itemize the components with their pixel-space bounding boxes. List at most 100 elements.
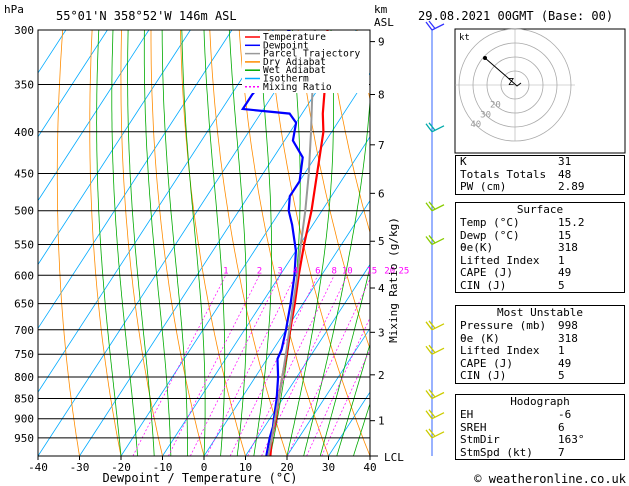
index-label: Lifted Index [460,344,540,357]
index-value: 163° [558,433,585,446]
mixing-ratio-label: 10 [342,266,353,276]
index-value: 318 [558,331,578,345]
wind-barb-flag [425,321,433,331]
index-value: 2.89 [558,180,585,193]
index-value: 31 [558,155,572,168]
sounding-datetime: 29.08.2021 00GMT (Base: 00) [418,9,614,23]
pressure-tick-label: 350 [14,79,34,92]
pressure-tick-label: 400 [14,126,34,139]
isotherm-line [38,30,150,202]
index-label: SREH [460,420,487,434]
wet-adiabat-line [161,30,188,456]
series-dewpoint [240,30,304,456]
wind-barb [425,344,445,355]
index-row: Totals Totals 48 [456,167,624,182]
mixing-ratio-label: 20 [384,266,395,276]
legend-entry: Temperature [263,32,326,43]
index-row: Dewp (°C) 15 [456,228,624,243]
index-label: CAPE (J) [460,356,513,370]
x-tick-label: 40 [363,461,376,474]
legend-entry: Dewpoint [263,40,309,51]
wind-barb-flag [428,428,436,437]
x-axis-label: Dewpoint / Temperature (°C) [102,471,297,485]
mixing-ratio-axis-label: Mixing Ratio (g/kg) [387,217,400,343]
most-unstable-title: Most Unstable [496,306,584,319]
km-label: km [374,3,388,16]
wet-adiabat-line [336,342,370,456]
mixing-ratio-line [168,275,260,456]
index-row: Lifted Index 1 [456,344,624,358]
wind-barb-flag [428,20,436,29]
dry-adiabat-line [89,30,122,456]
hodograph-ring-label: 40 [470,120,481,130]
wind-barb [425,201,445,212]
hpa-label: hPa [4,3,24,16]
index-row: StmDir 163° [456,433,624,447]
mixing-ratio-label: 6 [315,266,320,276]
x-tick-label: 0 [201,461,208,474]
isotherm-line [38,30,316,456]
wind-barb [425,320,445,331]
wind-barb-flag [425,202,433,212]
hodograph-unit-label: kt [459,33,470,43]
index-label: Totals Totals [460,167,547,181]
index-row: Pressure (mb) 998 [456,319,624,333]
wind-barb-flag [428,235,436,244]
index-value: 49 [558,266,572,279]
km-tick-label: 3 [378,326,385,339]
wet-adiabat-line [143,30,172,456]
wind-barb-staff [431,23,445,31]
index-row: SREH 6 [456,420,624,435]
index-value: 15.2 [558,216,585,229]
isotherm-line [38,30,108,138]
pressure-tick-label: 700 [14,324,34,337]
wind-barb-flag [428,389,436,398]
x-tick-label: 30 [322,461,335,474]
index-value: 6 [558,420,565,434]
index-label: K [460,155,467,168]
wind-barb-flag [428,320,436,329]
index-value: 318 [558,241,578,254]
dry-adiabat-line [56,30,80,456]
index-label: StmDir [460,433,500,446]
pressure-tick-label: 300 [14,24,34,37]
wind-barb-flag [428,409,436,418]
mixing-ratio-label: 4 [293,266,298,276]
wind-barb-staff [431,412,445,420]
wind-barb-flag [428,122,436,131]
wind-barb-staff [431,237,445,246]
index-row: CIN (J) 5 [456,369,624,383]
mixing-ratio-label: 25 [399,266,410,276]
index-label: EH [460,408,474,421]
index-value: 48 [558,167,572,181]
wind-barb-flag [425,410,433,420]
index-value: 998 [558,319,578,332]
km-tick-label: 5 [378,235,385,248]
surface-panel: Surface Temp (°C) 15.2 Dewp (°C) 15 θe(K) 318… [455,202,625,293]
index-row: CIN (J) 5 [456,278,624,293]
index-label: Dewp (°C) [460,228,520,242]
isotherm-line [203,199,370,456]
wind-barb-staff [431,431,445,439]
index-value: 5 [558,369,565,382]
pressure-tick-label: 500 [14,205,34,218]
credit-text: © weatheronline.co.uk [474,472,626,486]
mixing-ratio-label: 2 [257,266,262,276]
legend-entry: Isotherm [263,74,309,85]
mixing-ratio-line [306,316,370,456]
hodograph-title: Hodograph [510,395,570,408]
lcl-label: LCL [384,451,404,464]
index-label: CIN (J) [460,278,507,292]
legend-entry: Wet Adiabat [263,65,326,76]
hodograph-indices-panel: Hodograph EH -6 SREH 6 StmDir 163° StmSpd (kt)… [455,394,625,460]
legend-box [242,31,369,93]
wind-barb-flag [425,429,433,439]
km-tick-label: 2 [378,369,385,382]
mixing-ratio-line [206,275,296,456]
dry-adiabat-line [120,30,163,456]
index-label: Temp (°C) [460,216,520,229]
pressure-tick-label: 800 [14,371,34,384]
pressure-tick-label: 750 [14,348,34,361]
index-label: CAPE (J) [460,266,513,279]
